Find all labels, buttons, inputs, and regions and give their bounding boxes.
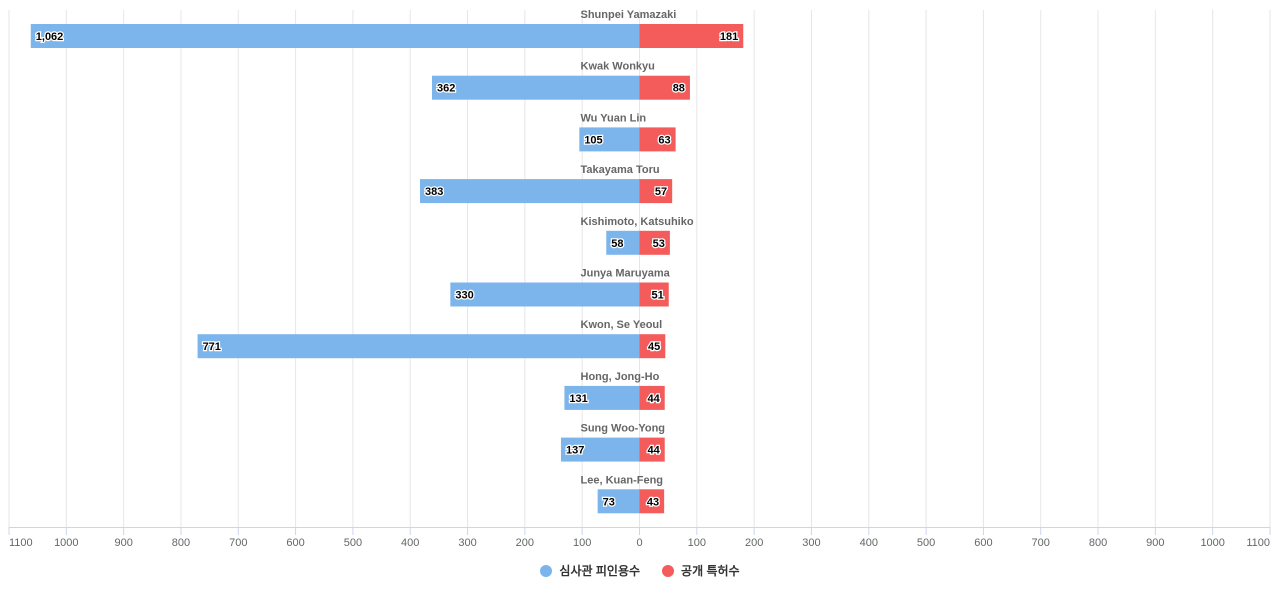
bar-series-0-9[interactable] [597,489,640,514]
data-label-series-0-5: 330 [455,290,473,302]
bar-series-1-5[interactable] [639,282,669,307]
bar-series-1-8[interactable] [639,437,665,462]
bar-series-1-9[interactable] [639,489,665,514]
category-label-0: Shunpei Yamazaki [581,9,677,21]
bar-series-0-2[interactable] [579,127,640,152]
bar-series-1-2[interactable] [639,127,676,152]
legend-marker-series-1 [662,564,675,577]
data-label-series-1-1: 88 [673,83,685,95]
category-label-1: Kwak Wonkyu [581,61,655,73]
x-tick-label-2: 900 [114,537,132,549]
bar-series-0-4[interactable] [606,230,640,255]
x-tick-label-4: 700 [229,537,247,549]
x-tick-label-3: 800 [172,537,190,549]
category-label-9: Lee, Kuan-Feng [581,474,664,486]
legend-item-series-1[interactable]: 공개 특허수 [662,562,740,579]
x-tick-label-1: 1000 [54,537,78,549]
x-tick-label-13: 200 [745,537,763,549]
legend-label-series-0: 심사관 피인용수 [559,564,641,578]
bar-series-1-3[interactable] [639,179,673,204]
bar-series-0-1[interactable] [432,75,640,100]
bar-series-1-4[interactable] [639,230,670,255]
x-tick-label-7: 400 [401,537,419,549]
category-label-8: Sung Woo-Yong [581,423,666,435]
data-label-series-1-5: 51 [651,290,663,302]
data-label-series-0-6: 771 [203,341,221,353]
x-tick-label-11: 0 [636,537,642,549]
x-tick-label-18: 700 [1032,537,1050,549]
x-tick-label-19: 800 [1089,537,1107,549]
data-label-series-0-1: 362 [437,83,455,95]
x-tick-label-8: 300 [458,537,476,549]
data-label-series-0-0: 1,062 [36,31,64,43]
data-label-series-0-4: 58 [611,238,623,250]
bar-series-0-0[interactable] [30,24,640,48]
data-label-series-0-8: 137 [566,445,584,457]
legend-label-series-1: 공개 특허수 [681,564,740,578]
x-tick-label-22: 1100 [1246,537,1270,549]
bar-series-0-8[interactable] [560,437,640,462]
x-tick-label-0: 1100 [9,537,33,549]
category-label-2: Wu Yuan Lin [581,112,647,124]
x-tick-label-15: 400 [860,537,878,549]
data-label-series-1-0: 181 [720,31,738,43]
category-label-6: Kwon, Se Yeoul [581,319,663,331]
bar-series-0-5[interactable] [450,282,640,307]
legend: 심사관 피인용수 공개 특허수 [0,562,1280,579]
data-label-series-1-7: 44 [647,393,660,405]
category-label-3: Takayama Toru [581,164,660,176]
bar-series-0-6[interactable] [197,334,640,359]
data-label-series-1-3: 57 [655,186,667,198]
category-label-7: Hong, Jong-Ho [581,371,660,383]
x-tick-label-14: 300 [802,537,820,549]
x-tick-label-5: 600 [286,537,304,549]
legend-marker-series-0 [540,564,553,577]
data-label-series-1-8: 44 [647,445,660,457]
data-label-series-0-3: 383 [425,186,443,198]
data-label-series-0-2: 105 [584,134,602,146]
x-tick-label-10: 100 [573,537,591,549]
data-label-series-0-7: 131 [569,393,587,405]
data-label-series-1-2: 63 [658,134,670,146]
data-label-series-1-9: 43 [647,496,659,508]
bar-series-1-7[interactable] [639,385,665,410]
x-tick-label-21: 1000 [1200,537,1224,549]
data-label-series-0-9: 73 [603,496,615,508]
bar-series-1-6[interactable] [639,334,666,359]
bar-series-1-0[interactable] [639,24,744,48]
x-tick-label-6: 500 [344,537,362,549]
x-tick-label-17: 600 [974,537,992,549]
data-label-series-1-4: 53 [653,238,665,250]
x-tick-label-9: 200 [516,537,534,549]
bar-series-0-3[interactable] [419,179,640,204]
data-label-series-1-6: 45 [648,341,660,353]
diverging-bar-chart: Shunpei Yamazaki 1,062 181 Kwak Wonkyu 362 88… [8,9,1271,549]
bar-series-0-7[interactable] [564,385,640,410]
x-tick-label-12: 100 [688,537,706,549]
x-tick-label-20: 900 [1146,537,1164,549]
bar-series-1-1[interactable] [639,75,690,100]
category-label-4: Kishimoto, Katsuhiko [581,216,694,228]
x-tick-label-16: 500 [917,537,935,549]
category-label-5: Junya Maruyama [581,268,671,280]
legend-item-series-0[interactable]: 심사관 피인용수 [540,562,640,579]
